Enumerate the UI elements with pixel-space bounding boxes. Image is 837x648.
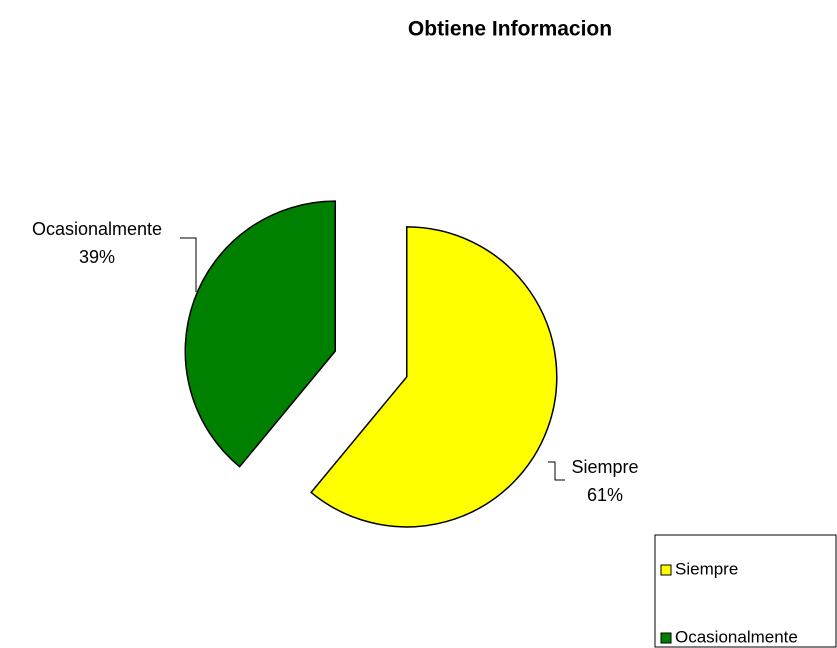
pie-slice [184, 200, 336, 468]
legend-swatch [660, 564, 672, 576]
slice-label: Siempre [571, 457, 638, 477]
pie-slice [310, 226, 558, 528]
slice-value-label: 61% [587, 485, 623, 505]
leader-line [548, 461, 565, 481]
slice-value-label: 39% [79, 247, 115, 267]
legend-box [654, 534, 837, 648]
legend-label: Siempre [675, 559, 738, 578]
legend-label: Ocasionalmente [675, 627, 798, 646]
chart-title: Obtiene Informacion [408, 18, 612, 41]
leader-line [180, 237, 197, 292]
legend-swatch [660, 632, 672, 644]
slice-label: Ocasionalmente [32, 219, 162, 239]
